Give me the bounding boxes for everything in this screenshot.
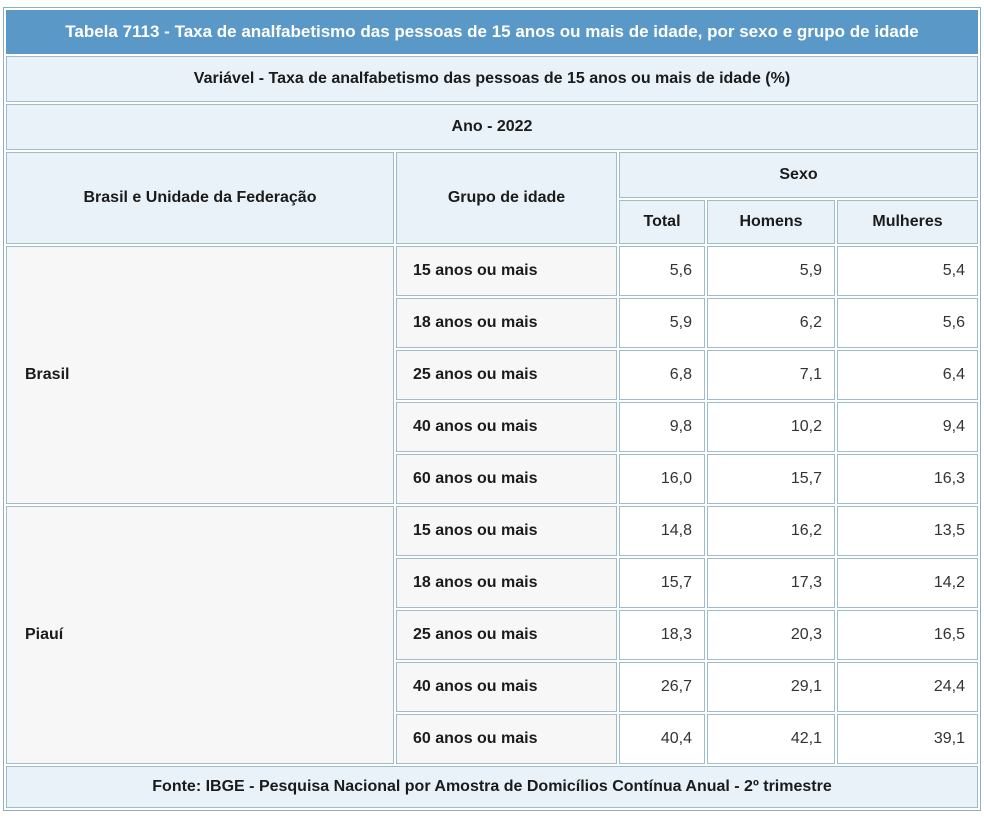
table-row: 60 anos ou mais 40,4 42,1 39,1	[6, 714, 978, 764]
value-men: 29,1	[707, 662, 835, 712]
header-territory: Brasil e Unidade da Federação	[6, 152, 394, 244]
table-row: Piauí 15 anos ou mais 14,8 16,2 13,5	[6, 506, 978, 764]
value-women: 14,2	[837, 558, 978, 608]
age-group-cell: 18 anos ou mais	[396, 558, 617, 608]
value-women: 9,4	[837, 402, 978, 452]
value-total: 16,0	[619, 454, 705, 504]
table-row: 25 anos ou mais 6,8 7,1 6,4	[6, 350, 978, 400]
age-group-cell: 15 anos ou mais	[396, 506, 617, 556]
value-men: 15,7	[707, 454, 835, 504]
value-women: 39,1	[837, 714, 978, 764]
value-women: 16,5	[837, 610, 978, 660]
table-row: 18 anos ou mais 15,7 17,3 14,2	[6, 558, 978, 608]
age-group-cell: 25 anos ou mais	[396, 610, 617, 660]
age-group-cell: 25 anos ou mais	[396, 350, 617, 400]
value-women: 5,6	[837, 298, 978, 348]
year-label: Ano - 2022	[6, 104, 978, 150]
year-row: Ano - 2022	[6, 104, 978, 150]
value-total: 18,3	[619, 610, 705, 660]
table-row: 25 anos ou mais 18,3 20,3 16,5	[6, 610, 978, 660]
region-label-brasil: Brasil	[6, 246, 394, 504]
value-men: 5,9	[707, 246, 835, 296]
value-total: 6,8	[619, 350, 705, 400]
table-row: 18 anos ou mais 5,9 6,2 5,6	[6, 298, 978, 348]
value-men: 7,1	[707, 350, 835, 400]
value-total: 40,4	[619, 714, 705, 764]
header-total: Total	[619, 200, 705, 244]
age-group-cell: 60 anos ou mais	[396, 454, 617, 504]
value-total: 15,7	[619, 558, 705, 608]
table-row: Brasil 15 anos ou mais 5,6 5,9 5,4	[6, 246, 978, 504]
value-women: 16,3	[837, 454, 978, 504]
value-women: 6,4	[837, 350, 978, 400]
value-men: 20,3	[707, 610, 835, 660]
region-label-piaui: Piauí	[6, 506, 394, 764]
age-group-cell: 15 anos ou mais	[396, 246, 617, 296]
variable-row: Variável - Taxa de analfabetismo das pes…	[6, 56, 978, 102]
header-row-sub: Total Homens Mulheres	[6, 200, 978, 244]
age-group-cell: 60 anos ou mais	[396, 714, 617, 764]
value-men: 6,2	[707, 298, 835, 348]
age-group-cell: 40 anos ou mais	[396, 402, 617, 452]
statistics-table: Tabela 7113 - Taxa de analfabetismo das …	[3, 7, 981, 811]
value-women: 5,4	[837, 246, 978, 296]
source-label: Fonte: IBGE - Pesquisa Nacional por Amos…	[6, 766, 978, 808]
header-men: Homens	[707, 200, 835, 244]
age-group-cell: 40 anos ou mais	[396, 662, 617, 712]
source-row: Fonte: IBGE - Pesquisa Nacional por Amos…	[6, 766, 978, 808]
table-title: Tabela 7113 - Taxa de analfabetismo das …	[6, 10, 978, 54]
value-men: 17,3	[707, 558, 835, 608]
table-title-row: Tabela 7113 - Taxa de analfabetismo das …	[6, 10, 978, 54]
value-total: 9,8	[619, 402, 705, 452]
value-men: 16,2	[707, 506, 835, 556]
value-total: 14,8	[619, 506, 705, 556]
variable-label: Variável - Taxa de analfabetismo das pes…	[6, 56, 978, 102]
table-row: 40 anos ou mais 9,8 10,2 9,4	[6, 402, 978, 452]
value-total: 5,6	[619, 246, 705, 296]
header-row-top: Brasil e Unidade da Federação Grupo de i…	[6, 152, 978, 244]
page-container: Tabela 7113 - Taxa de analfabetismo das …	[3, 7, 981, 811]
value-women: 13,5	[837, 506, 978, 556]
table-row: 60 anos ou mais 16,0 15,7 16,3	[6, 454, 978, 504]
header-age-group: Grupo de idade	[396, 152, 617, 244]
value-women: 24,4	[837, 662, 978, 712]
value-total: 26,7	[619, 662, 705, 712]
value-men: 10,2	[707, 402, 835, 452]
table-row: 40 anos ou mais 26,7 29,1 24,4	[6, 662, 978, 712]
header-sex: Sexo	[619, 152, 978, 198]
value-men: 42,1	[707, 714, 835, 764]
age-group-cell: 18 anos ou mais	[396, 298, 617, 348]
value-total: 5,9	[619, 298, 705, 348]
header-women: Mulheres	[837, 200, 978, 244]
